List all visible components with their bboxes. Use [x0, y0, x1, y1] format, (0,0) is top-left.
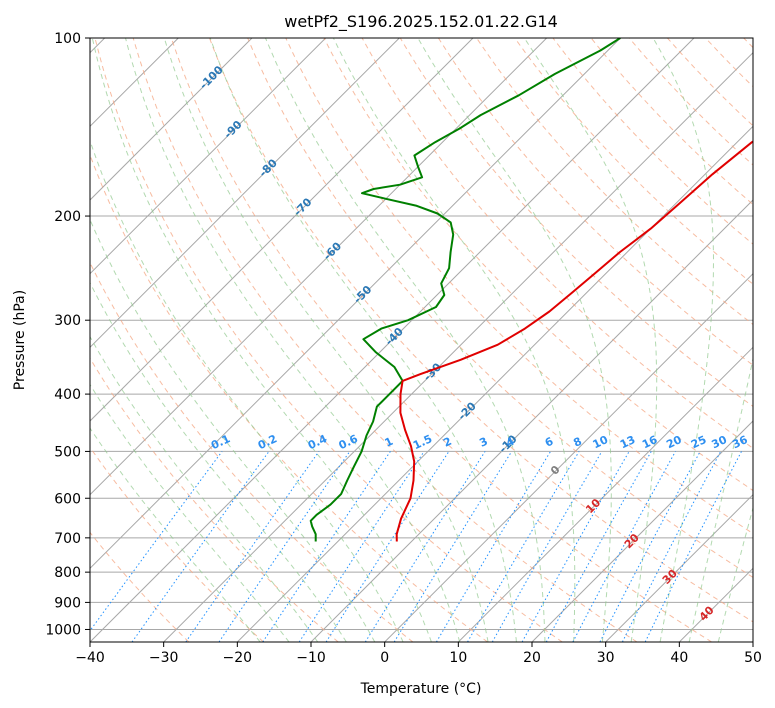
- y-tick-label: 400: [54, 387, 81, 403]
- x-tick-label: 30: [597, 650, 615, 666]
- mixing-ratio-label: 13: [618, 433, 637, 451]
- isotherm-line: [90, 38, 327, 275]
- x-axis: −40 −30 −20 −10 0 10 20 30 40 50: [75, 642, 762, 666]
- moist-adiabat-line: [265, 38, 546, 642]
- isotherm-line: [90, 38, 621, 570]
- mixing-ratio-line: [325, 451, 450, 642]
- mixing-ratio-lines: [90, 451, 742, 642]
- isobar-lines: [90, 38, 753, 630]
- x-tick-label: −30: [149, 650, 179, 666]
- moist-adiabat-line: [209, 38, 517, 642]
- mixing-ratio-line: [90, 451, 223, 632]
- moist-adiabat-line: [90, 139, 404, 642]
- dewpoint-profile-line: [309, 38, 621, 542]
- isotherm-line: [163, 51, 753, 642]
- dry-adiabat-line: [361, 38, 753, 449]
- x-tick-label: 10: [449, 650, 467, 666]
- mixing-ratio-label: 16: [640, 433, 660, 451]
- moist-adiabat-line: [332, 38, 576, 642]
- y-tick-label: 300: [54, 313, 81, 329]
- moist-adiabat-line: [125, 38, 461, 642]
- y-tick-label: 500: [54, 444, 81, 460]
- mixing-ratio-line: [491, 451, 603, 642]
- x-tick-label: 40: [670, 650, 688, 666]
- dry-adiabat-line: [90, 531, 190, 642]
- x-tick-label: 0: [380, 650, 389, 666]
- dry-adiabat-lines: [90, 38, 753, 642]
- moist-adiabat-line: [90, 218, 376, 642]
- moist-adiabat-line: [91, 38, 432, 642]
- moist-adiabat-line: [163, 38, 489, 642]
- x-tick-label: −20: [223, 650, 253, 666]
- isotherm-line: [236, 125, 753, 642]
- x-tick-label: 50: [744, 650, 762, 666]
- dry-adiabat-line: [94, 38, 563, 642]
- isotherm-line: [90, 38, 474, 422]
- x-tick-label: −10: [296, 650, 326, 666]
- isotherm-line: [531, 420, 753, 642]
- mixing-ratio-label: 20: [664, 433, 684, 451]
- y-axis: 100 200 300 400 500 600 700 800 900 1000: [45, 31, 90, 638]
- isotherm-line: [90, 38, 695, 642]
- isotherm-line: [90, 38, 253, 201]
- mixing-ratio-label: 30: [710, 433, 730, 451]
- mixing-ratio-line: [364, 451, 486, 642]
- dry-adiabat-line: [90, 357, 339, 642]
- y-axis-title: Pressure (hPa): [12, 290, 28, 390]
- moist-adiabat-line: [523, 38, 658, 642]
- dry-adiabat-line: [247, 38, 753, 578]
- mixing-ratio-line: [467, 451, 580, 642]
- dry-adiabat-line: [437, 38, 753, 366]
- y-tick-label: 800: [54, 565, 81, 581]
- moist-adiabat-line: [90, 383, 290, 642]
- mixing-ratio-line: [545, 451, 652, 642]
- mixing-ratio-label: 10: [591, 433, 611, 451]
- isotherm-line: [605, 493, 753, 642]
- plot-frame: [89, 37, 754, 643]
- chart-title: wetPf2_S196.2025.152.01.22.G14: [284, 12, 558, 32]
- mixing-ratio-line: [218, 451, 351, 642]
- dry-adiabat-line: [132, 38, 638, 642]
- mixing-ratio-line: [572, 451, 676, 642]
- mixing-ratio-line: [131, 451, 270, 642]
- mixing-ratio-line: [521, 451, 630, 642]
- moist-adiabat-line: [90, 335, 319, 642]
- dry-adiabat-line: [90, 261, 414, 642]
- x-axis-title: Temperature (°C): [360, 681, 482, 697]
- mixing-ratio-line: [393, 451, 513, 642]
- isotherm-lines: [90, 38, 753, 642]
- x-tick-label: −40: [75, 650, 105, 666]
- y-tick-label: 100: [54, 31, 81, 47]
- sounding-profiles: [309, 38, 753, 542]
- temperature-profile-line: [395, 140, 753, 542]
- dry-adiabat-line: [399, 38, 753, 408]
- isotherm-line: [457, 346, 753, 642]
- mixing-ratio-label: 25: [689, 433, 708, 451]
- y-tick-label: 1000: [45, 622, 81, 638]
- mixing-ratio-line: [435, 451, 552, 642]
- moist-adiabat-line: [652, 38, 714, 642]
- isotherm-line: [90, 38, 400, 349]
- mixing-ratio-label: 36: [730, 433, 750, 451]
- isotherm-line: [384, 272, 753, 642]
- y-tick-label: 700: [54, 531, 81, 547]
- y-tick-label: 600: [54, 491, 81, 507]
- isotherm-line: [90, 38, 548, 496]
- plot-area: -100-90-80-70-60-50-40-30-20-10010203040…: [90, 38, 753, 642]
- y-tick-label: 900: [54, 595, 81, 611]
- x-tick-label: 20: [523, 650, 541, 666]
- dry-adiabat-line: [323, 38, 753, 492]
- moist-adiabat-line: [417, 38, 612, 642]
- y-tick-label: 200: [54, 209, 81, 225]
- moist-adiabat-line: [90, 427, 261, 642]
- moist-adiabat-lines: [90, 38, 753, 642]
- dry-adiabat-line: [209, 38, 753, 623]
